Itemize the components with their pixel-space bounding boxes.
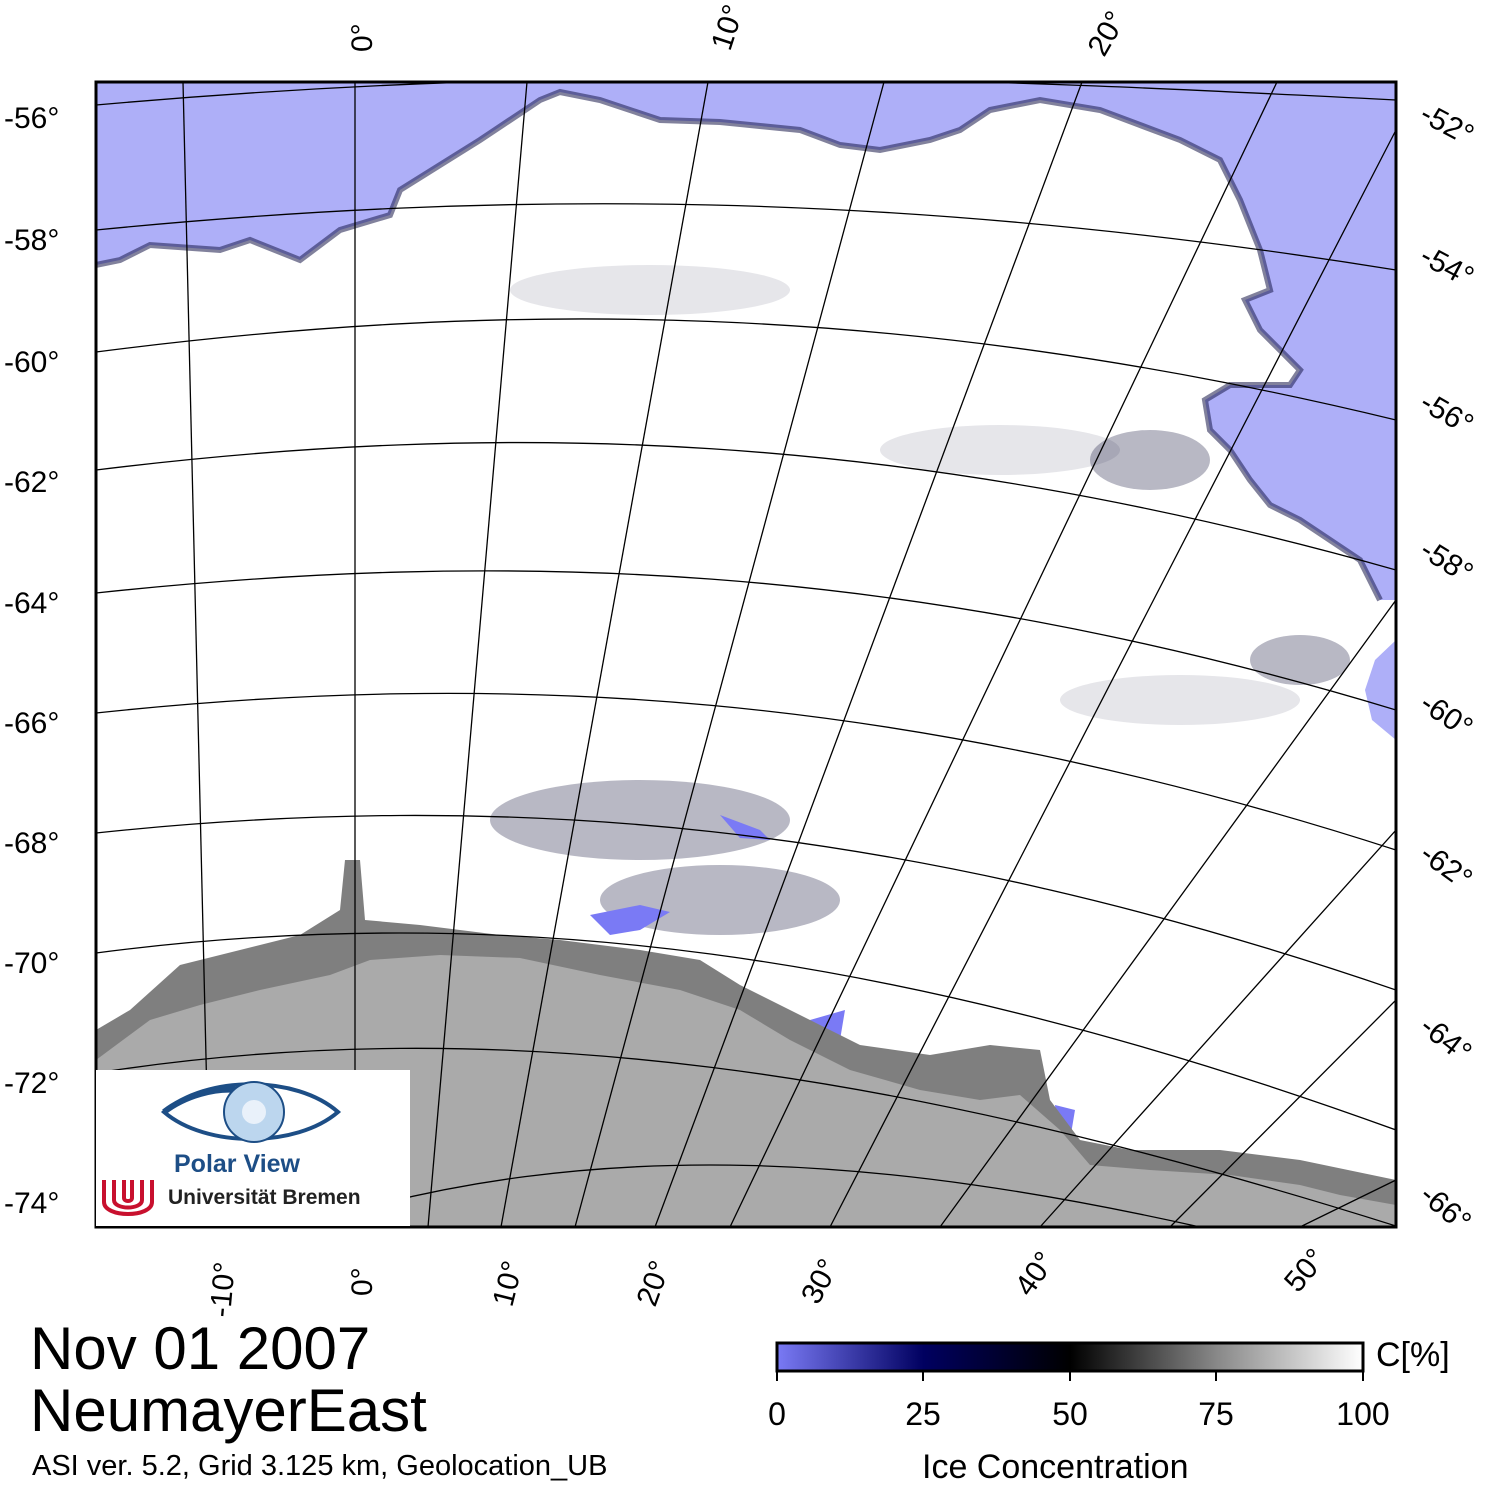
colorbar [775, 1341, 1365, 1373]
lon-label-top: 20° [1081, 6, 1132, 62]
lon-label-bottom: -10° [204, 1261, 242, 1319]
lon-label-bottom: 10° [487, 1258, 530, 1310]
map-frame [94, 80, 1398, 1229]
lat-label-left: -68° [4, 827, 59, 860]
lat-label-right: -64° [1414, 1010, 1478, 1070]
product-info: ASI ver. 5.2, Grid 3.125 km, Geolocation… [32, 1450, 608, 1482]
colorbar-tick-label: 25 [905, 1396, 941, 1432]
lat-label-right: -62° [1414, 837, 1478, 896]
lon-label-bottom: 20° [631, 1256, 678, 1310]
right-latitude-labels: -52° -54° -56° -58° -60° -62° -64° -66° [1414, 97, 1480, 1239]
colorbar-tick-label: 50 [1052, 1396, 1088, 1432]
lon-label-bottom: 50° [1278, 1243, 1332, 1299]
lat-label-left: -60° [4, 346, 59, 379]
lat-label-left: -72° [4, 1067, 59, 1100]
lat-label-left: -74° [4, 1187, 59, 1220]
eye-icon [160, 1081, 342, 1143]
open-water-east-bay [1365, 640, 1396, 740]
lat-label-left: -56° [4, 102, 59, 135]
top-longitude-labels: 0° 10° 20° [346, 1, 1133, 62]
left-latitude-labels: -56° -58° -60° -62° -64° -66° -68° -70° … [4, 102, 59, 1220]
lat-label-right: -66° [1414, 1178, 1478, 1239]
lon-label-bottom: 40° [1009, 1246, 1062, 1302]
lat-label-right: -58° [1414, 533, 1478, 590]
lat-label-right: -54° [1415, 239, 1479, 294]
lat-label-right: -52° [1415, 97, 1479, 152]
university-seal-icon [102, 1180, 154, 1216]
lat-label-left: -70° [4, 947, 59, 980]
colorbar-tick-label: 0 [768, 1396, 786, 1432]
colorbar-title: Ice Concentration [922, 1448, 1189, 1486]
bottom-longitude-labels: -10° 0° 10° 20° 30° 40° 50° [204, 1243, 1332, 1319]
polar-view-logo: Polar View Universität Bremen [96, 1070, 410, 1226]
lat-label-right: -60° [1414, 686, 1478, 744]
colorbar-unit: C[%] [1376, 1336, 1450, 1374]
colorbar-tick-marks [776, 1371, 1364, 1381]
logo-name: Polar View [174, 1150, 300, 1178]
lon-label-top: 10° [705, 1, 750, 54]
logo-institution: Universität Bremen [168, 1186, 361, 1209]
colorbar-tick-label: 100 [1336, 1396, 1390, 1432]
longitude-graticule [182, 82, 1396, 1227]
lon-label-bottom: 0° [346, 1267, 379, 1296]
lon-label-bottom: 30° [795, 1254, 845, 1310]
map-date: Nov 01 2007 [30, 1315, 371, 1382]
latitude-graticule [96, 82, 1396, 1227]
low-concentration-patches [490, 265, 1350, 935]
ice-edge-texture [96, 88, 1383, 602]
continent-land [96, 955, 1396, 1227]
lat-label-left: -58° [4, 224, 59, 257]
lat-label-left: -62° [4, 466, 59, 499]
lat-label-left: -64° [4, 587, 59, 620]
colorbar-tick-label: 75 [1198, 1396, 1234, 1432]
lat-label-left: -66° [4, 707, 59, 740]
lat-label-right: -56° [1415, 385, 1479, 441]
map-region: NeumayerEast [30, 1377, 427, 1444]
lon-label-top: 0° [346, 23, 379, 52]
open-water-north [96, 82, 1396, 600]
